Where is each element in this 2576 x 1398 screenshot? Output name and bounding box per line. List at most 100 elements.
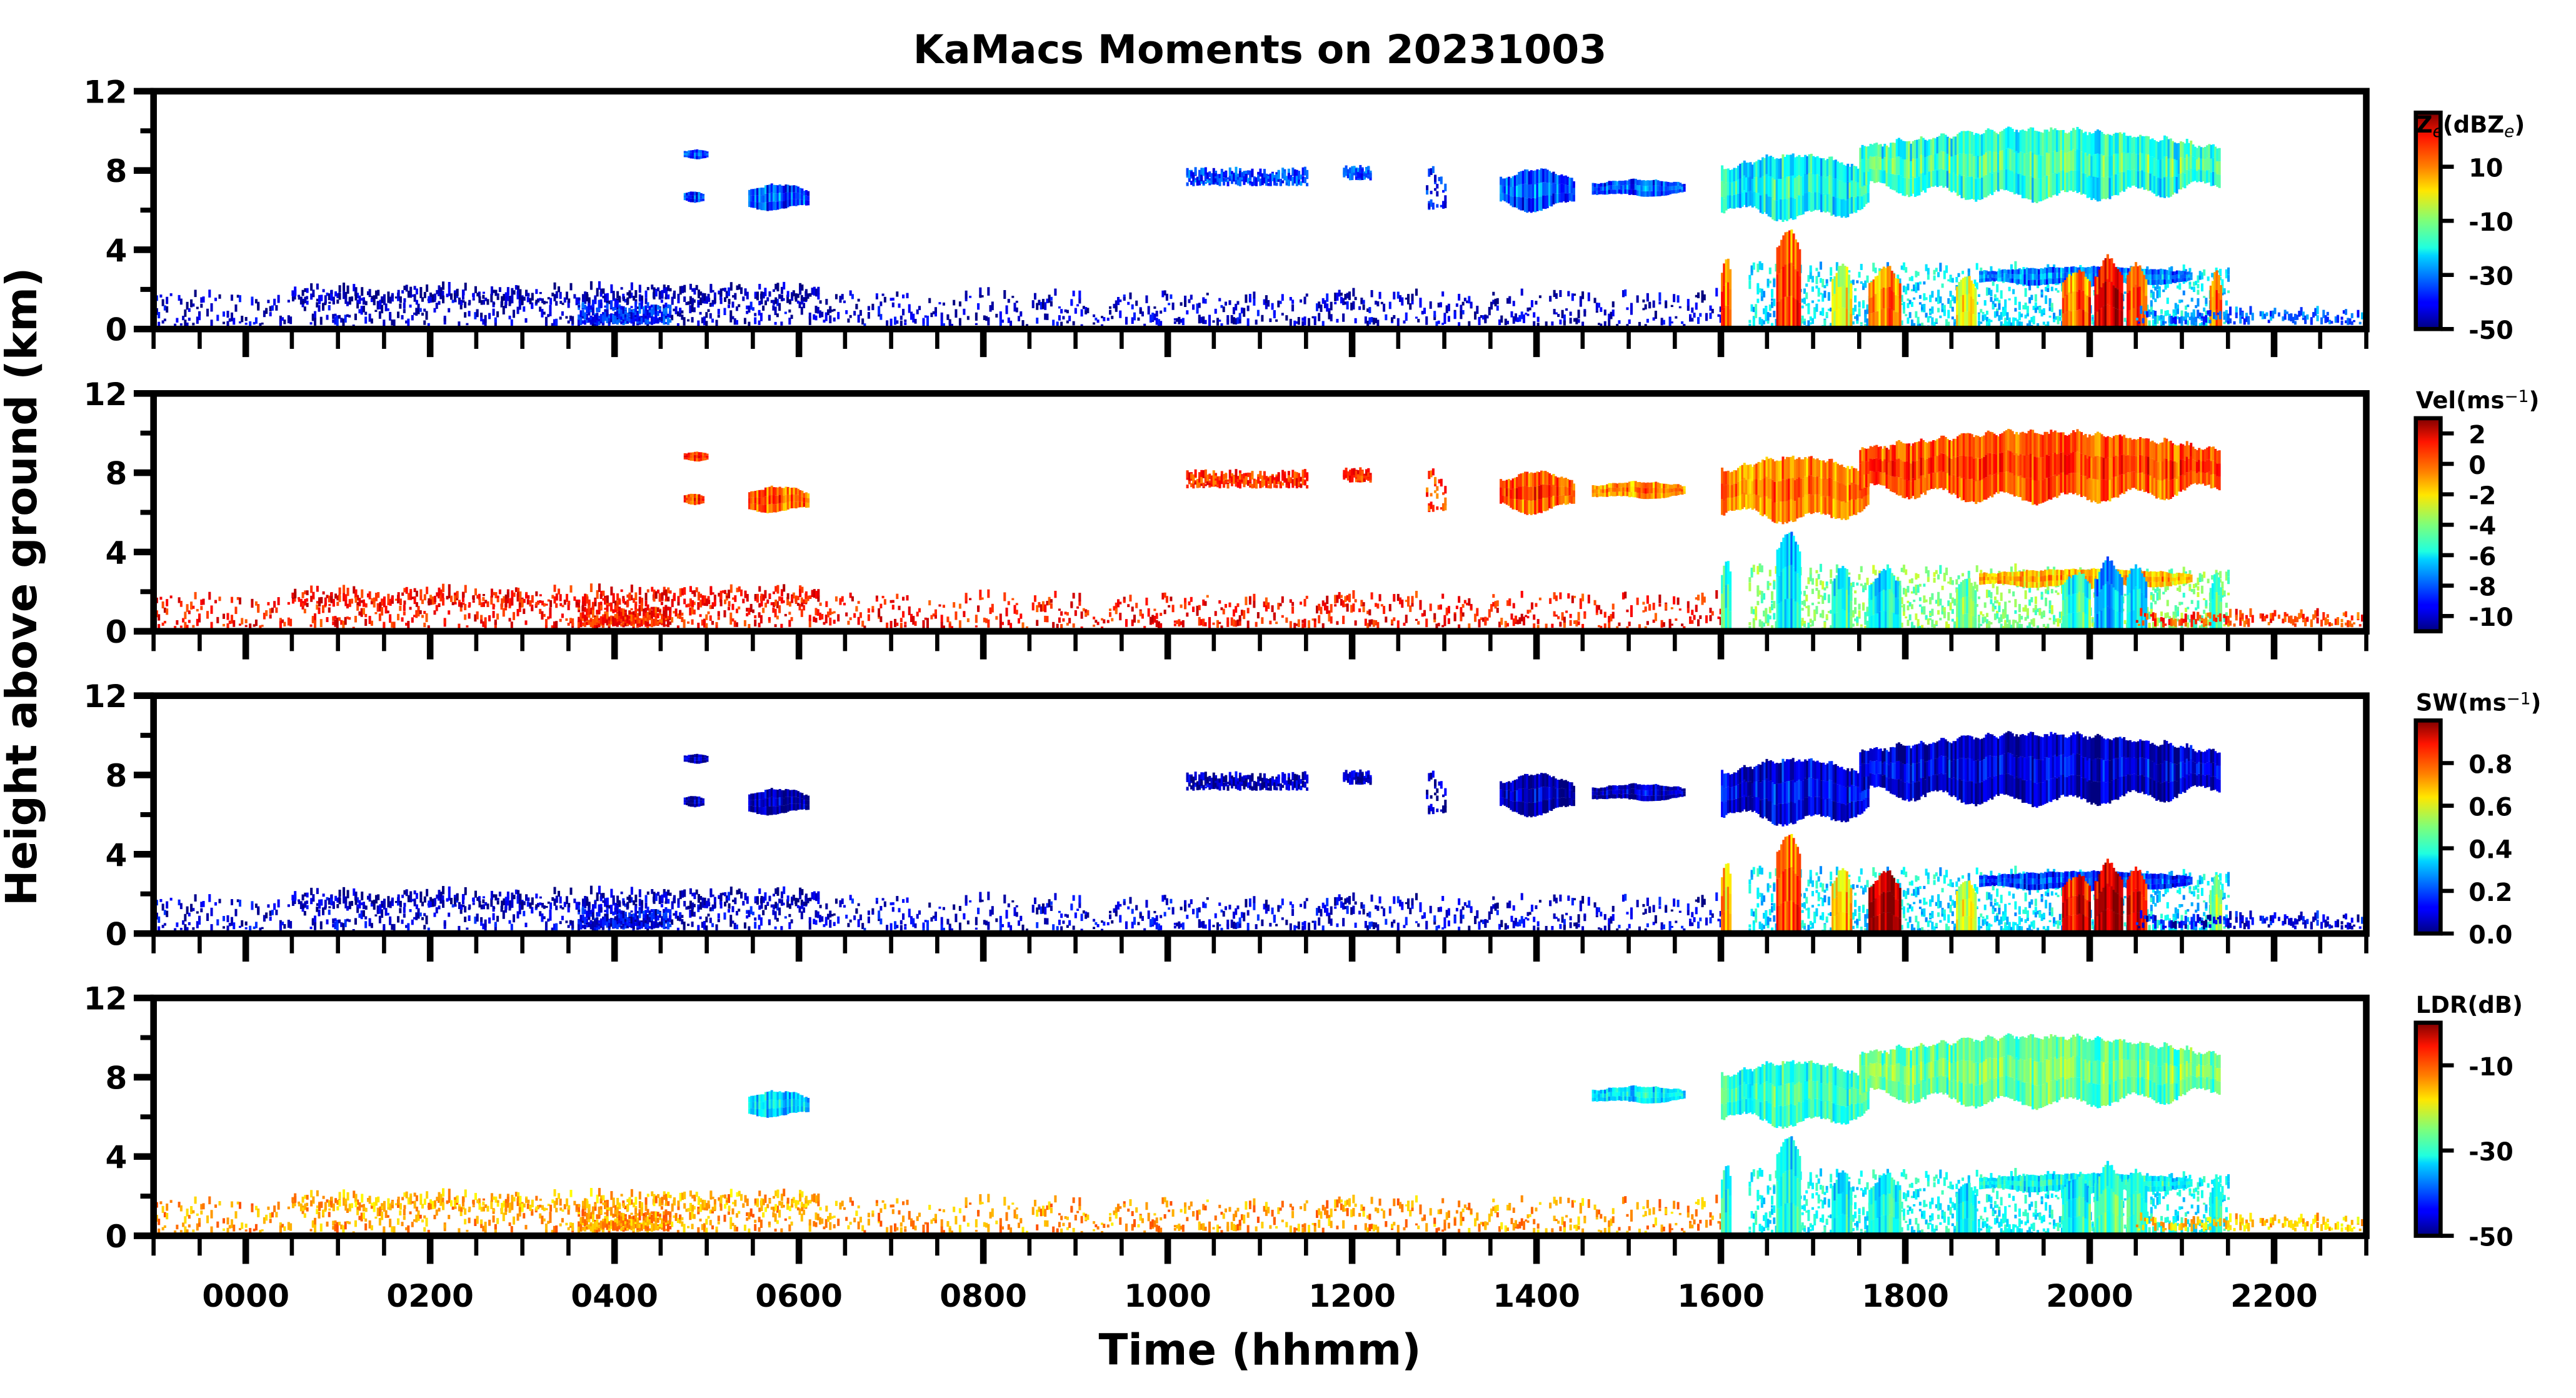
echo-cell xyxy=(1926,156,1929,173)
echo-cell xyxy=(2029,127,2032,152)
echo-cell xyxy=(2097,273,2100,280)
echo-cell xyxy=(1530,170,1533,184)
echo-cell xyxy=(610,319,613,323)
echo-cell xyxy=(1358,306,1361,310)
echo-cell xyxy=(1972,156,1976,178)
echo-cell xyxy=(1922,138,1925,156)
echo-cell xyxy=(1131,304,1134,309)
echo-cell xyxy=(1040,301,1043,309)
echo-cell xyxy=(2064,280,2067,297)
echo-cell xyxy=(1960,312,1963,329)
echo-cell xyxy=(1892,142,1895,159)
echo-cell xyxy=(2107,134,2110,156)
echo-cell xyxy=(504,292,508,297)
echo-cell xyxy=(1068,315,1071,321)
echo-cell xyxy=(1135,300,1138,306)
echo-cell xyxy=(1852,166,1856,181)
echo-cell xyxy=(1922,155,1925,173)
echo-cell xyxy=(1093,314,1096,318)
echo-cell xyxy=(1985,152,1988,175)
echo-cell xyxy=(654,311,658,314)
echo-cell xyxy=(1273,178,1276,183)
echo-cell xyxy=(1251,173,1254,178)
echo-cell xyxy=(1550,195,1553,207)
echo-cell xyxy=(698,195,701,199)
echo-cell xyxy=(482,299,485,305)
echo-cell xyxy=(1769,176,1772,197)
echo-cell xyxy=(2004,307,2007,316)
echo-cell xyxy=(2037,285,2040,288)
echo-cell xyxy=(354,313,357,321)
echo-cell xyxy=(2032,316,2035,324)
echo-cell xyxy=(699,311,702,315)
echo-cell xyxy=(2009,170,2012,192)
echo-cell xyxy=(1968,154,1972,177)
echo-cell xyxy=(1249,170,1252,179)
echo-cell xyxy=(1375,318,1378,323)
echo-cell xyxy=(1569,311,1572,316)
echo-cell xyxy=(691,156,694,159)
echo-cell xyxy=(2090,266,2093,273)
echo-cell xyxy=(1865,146,1868,159)
echo-cell xyxy=(1826,176,1829,194)
echo-cell xyxy=(508,315,511,319)
echo-cell xyxy=(1936,170,1939,188)
echo-cell xyxy=(1803,318,1806,324)
echo-cell xyxy=(472,298,475,301)
echo-cell xyxy=(1066,320,1069,324)
echo-cell xyxy=(2062,170,2065,191)
echo-cell xyxy=(1763,308,1766,314)
echo-cell xyxy=(488,313,491,319)
echo-cell xyxy=(1243,171,1246,179)
echo-cell xyxy=(2165,156,2168,177)
echo-cell xyxy=(2050,273,2053,279)
echo-cell xyxy=(2261,311,2264,319)
echo-cell xyxy=(624,310,627,314)
echo-cell xyxy=(1530,184,1533,199)
echo-cell xyxy=(2176,285,2179,289)
echo-cell xyxy=(1920,154,1923,174)
echo-cell xyxy=(184,621,187,629)
echo-cell xyxy=(2173,271,2177,276)
colorbar-title-part: e xyxy=(2504,121,2514,141)
echo-cell xyxy=(1630,179,1633,184)
echo-cell xyxy=(1958,132,1962,154)
echo-cell xyxy=(1907,303,1910,308)
echo-cell xyxy=(1546,169,1549,183)
echo-cell xyxy=(1628,189,1631,195)
echo-cell xyxy=(2165,274,2168,279)
echo-cell xyxy=(778,193,781,201)
echo-cell xyxy=(2139,170,2142,189)
echo-cell xyxy=(261,625,264,627)
echo-cell xyxy=(399,605,402,611)
echo-cell xyxy=(1230,314,1233,324)
echo-cell xyxy=(1798,154,1801,176)
echo-cell xyxy=(1765,306,1768,310)
echo-cell xyxy=(1192,304,1195,310)
echo-cell xyxy=(2133,153,2136,169)
echo-cell xyxy=(1953,321,1957,329)
echo-cell xyxy=(2030,273,2033,280)
echo-cell xyxy=(1078,298,1081,304)
echo-cell xyxy=(259,323,262,327)
echo-cell xyxy=(1520,171,1523,184)
echo-cell xyxy=(1937,295,1940,304)
echo-cell xyxy=(1595,310,1598,313)
echo-cell xyxy=(841,294,844,300)
echo-cell xyxy=(1139,308,1142,314)
echo-cell xyxy=(1993,271,1996,275)
echo-cell xyxy=(644,310,648,317)
echo-cell xyxy=(1893,158,1897,175)
echo-cell xyxy=(2074,150,2077,171)
echo-cell xyxy=(259,625,262,629)
echo-cell xyxy=(2247,316,2250,325)
echo-cell xyxy=(1953,296,1957,304)
echo-cell xyxy=(1755,161,1758,178)
echo-cell xyxy=(1675,316,1678,319)
echo-cell xyxy=(2120,293,2123,311)
echo-cell xyxy=(2197,275,2200,283)
echo-cell xyxy=(1548,183,1551,194)
echo-cell xyxy=(1673,186,1676,190)
echo-cell xyxy=(202,598,205,605)
echo-cell xyxy=(2060,268,2063,273)
